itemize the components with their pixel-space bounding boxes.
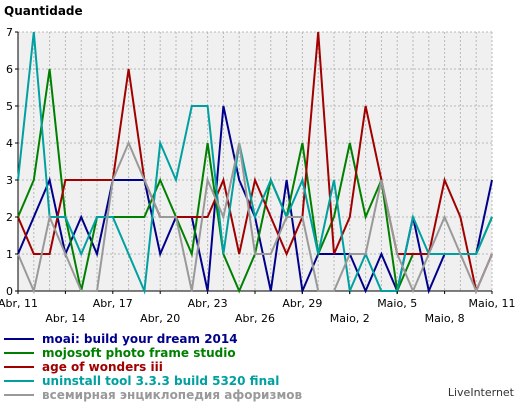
legend-item: moai: build your dream 2014 — [4, 332, 302, 346]
legend-item: mojosoft photo frame studio — [4, 346, 302, 360]
legend-swatch — [4, 338, 34, 340]
legend-item: uninstall tool 3.3.3 build 5320 final — [4, 374, 302, 388]
x-tick-label: Maio, 5 — [377, 297, 417, 310]
legend-label: mojosoft photo frame studio — [42, 346, 236, 360]
x-tick-label: Maio, 11 — [468, 297, 515, 310]
x-tick-label: Abr, 29 — [282, 297, 322, 310]
legend-swatch — [4, 394, 34, 396]
series-line-3 — [17, 31, 493, 295]
legend-label: moai: build your dream 2014 — [42, 332, 238, 346]
y-tick-label: 2 — [6, 211, 13, 224]
x-tick-label: Abr, 26 — [235, 312, 275, 325]
x-tick-label: Abr, 14 — [45, 312, 85, 325]
legend-label: uninstall tool 3.3.3 build 5320 final — [42, 374, 280, 388]
x-tick-labels: Abr, 11 Abr, 14 Abr, 17 Abr, 20 Abr, 23 Abr, … — [0, 291, 516, 325]
y-tick-label: 3 — [6, 174, 13, 187]
y-tick-label: 5 — [6, 100, 13, 113]
y-tick-labels: 0 1 2 3 4 5 6 7 — [6, 26, 18, 298]
y-tick-label: 7 — [6, 26, 13, 39]
series-line-5 — [17, 140, 493, 295]
legend: moai: build your dream 2014 mojosoft phot… — [4, 332, 302, 402]
legend-item: age of wonders iii — [4, 360, 302, 374]
brand-label: LiveInternet — [447, 386, 514, 399]
x-tick-label: Abr, 23 — [188, 297, 228, 310]
series-lines — [17, 31, 493, 295]
legend-swatch — [4, 380, 34, 382]
x-tick-label: Abr, 11 — [0, 297, 38, 310]
legend-label: всемирная энциклопедия афоризмов — [42, 388, 303, 402]
x-tick-label: Abr, 20 — [140, 312, 180, 325]
legend-swatch — [4, 366, 34, 368]
y-tick-label: 1 — [6, 248, 13, 261]
legend-item: всемирная энциклопедия афоризмов — [4, 388, 302, 402]
x-tick-label: Maio, 2 — [330, 312, 370, 325]
series-line-4 — [17, 31, 493, 295]
x-tick-label: Maio, 8 — [425, 312, 465, 325]
y-tick-label: 6 — [6, 63, 13, 76]
y-axis-label: Quantidade — [4, 4, 83, 18]
x-tick-label: Abr, 17 — [93, 297, 133, 310]
y-tick-label: 0 — [6, 285, 13, 298]
y-tick-label: 4 — [6, 137, 13, 150]
legend-swatch — [4, 352, 34, 354]
legend-label: age of wonders iii — [42, 360, 163, 374]
